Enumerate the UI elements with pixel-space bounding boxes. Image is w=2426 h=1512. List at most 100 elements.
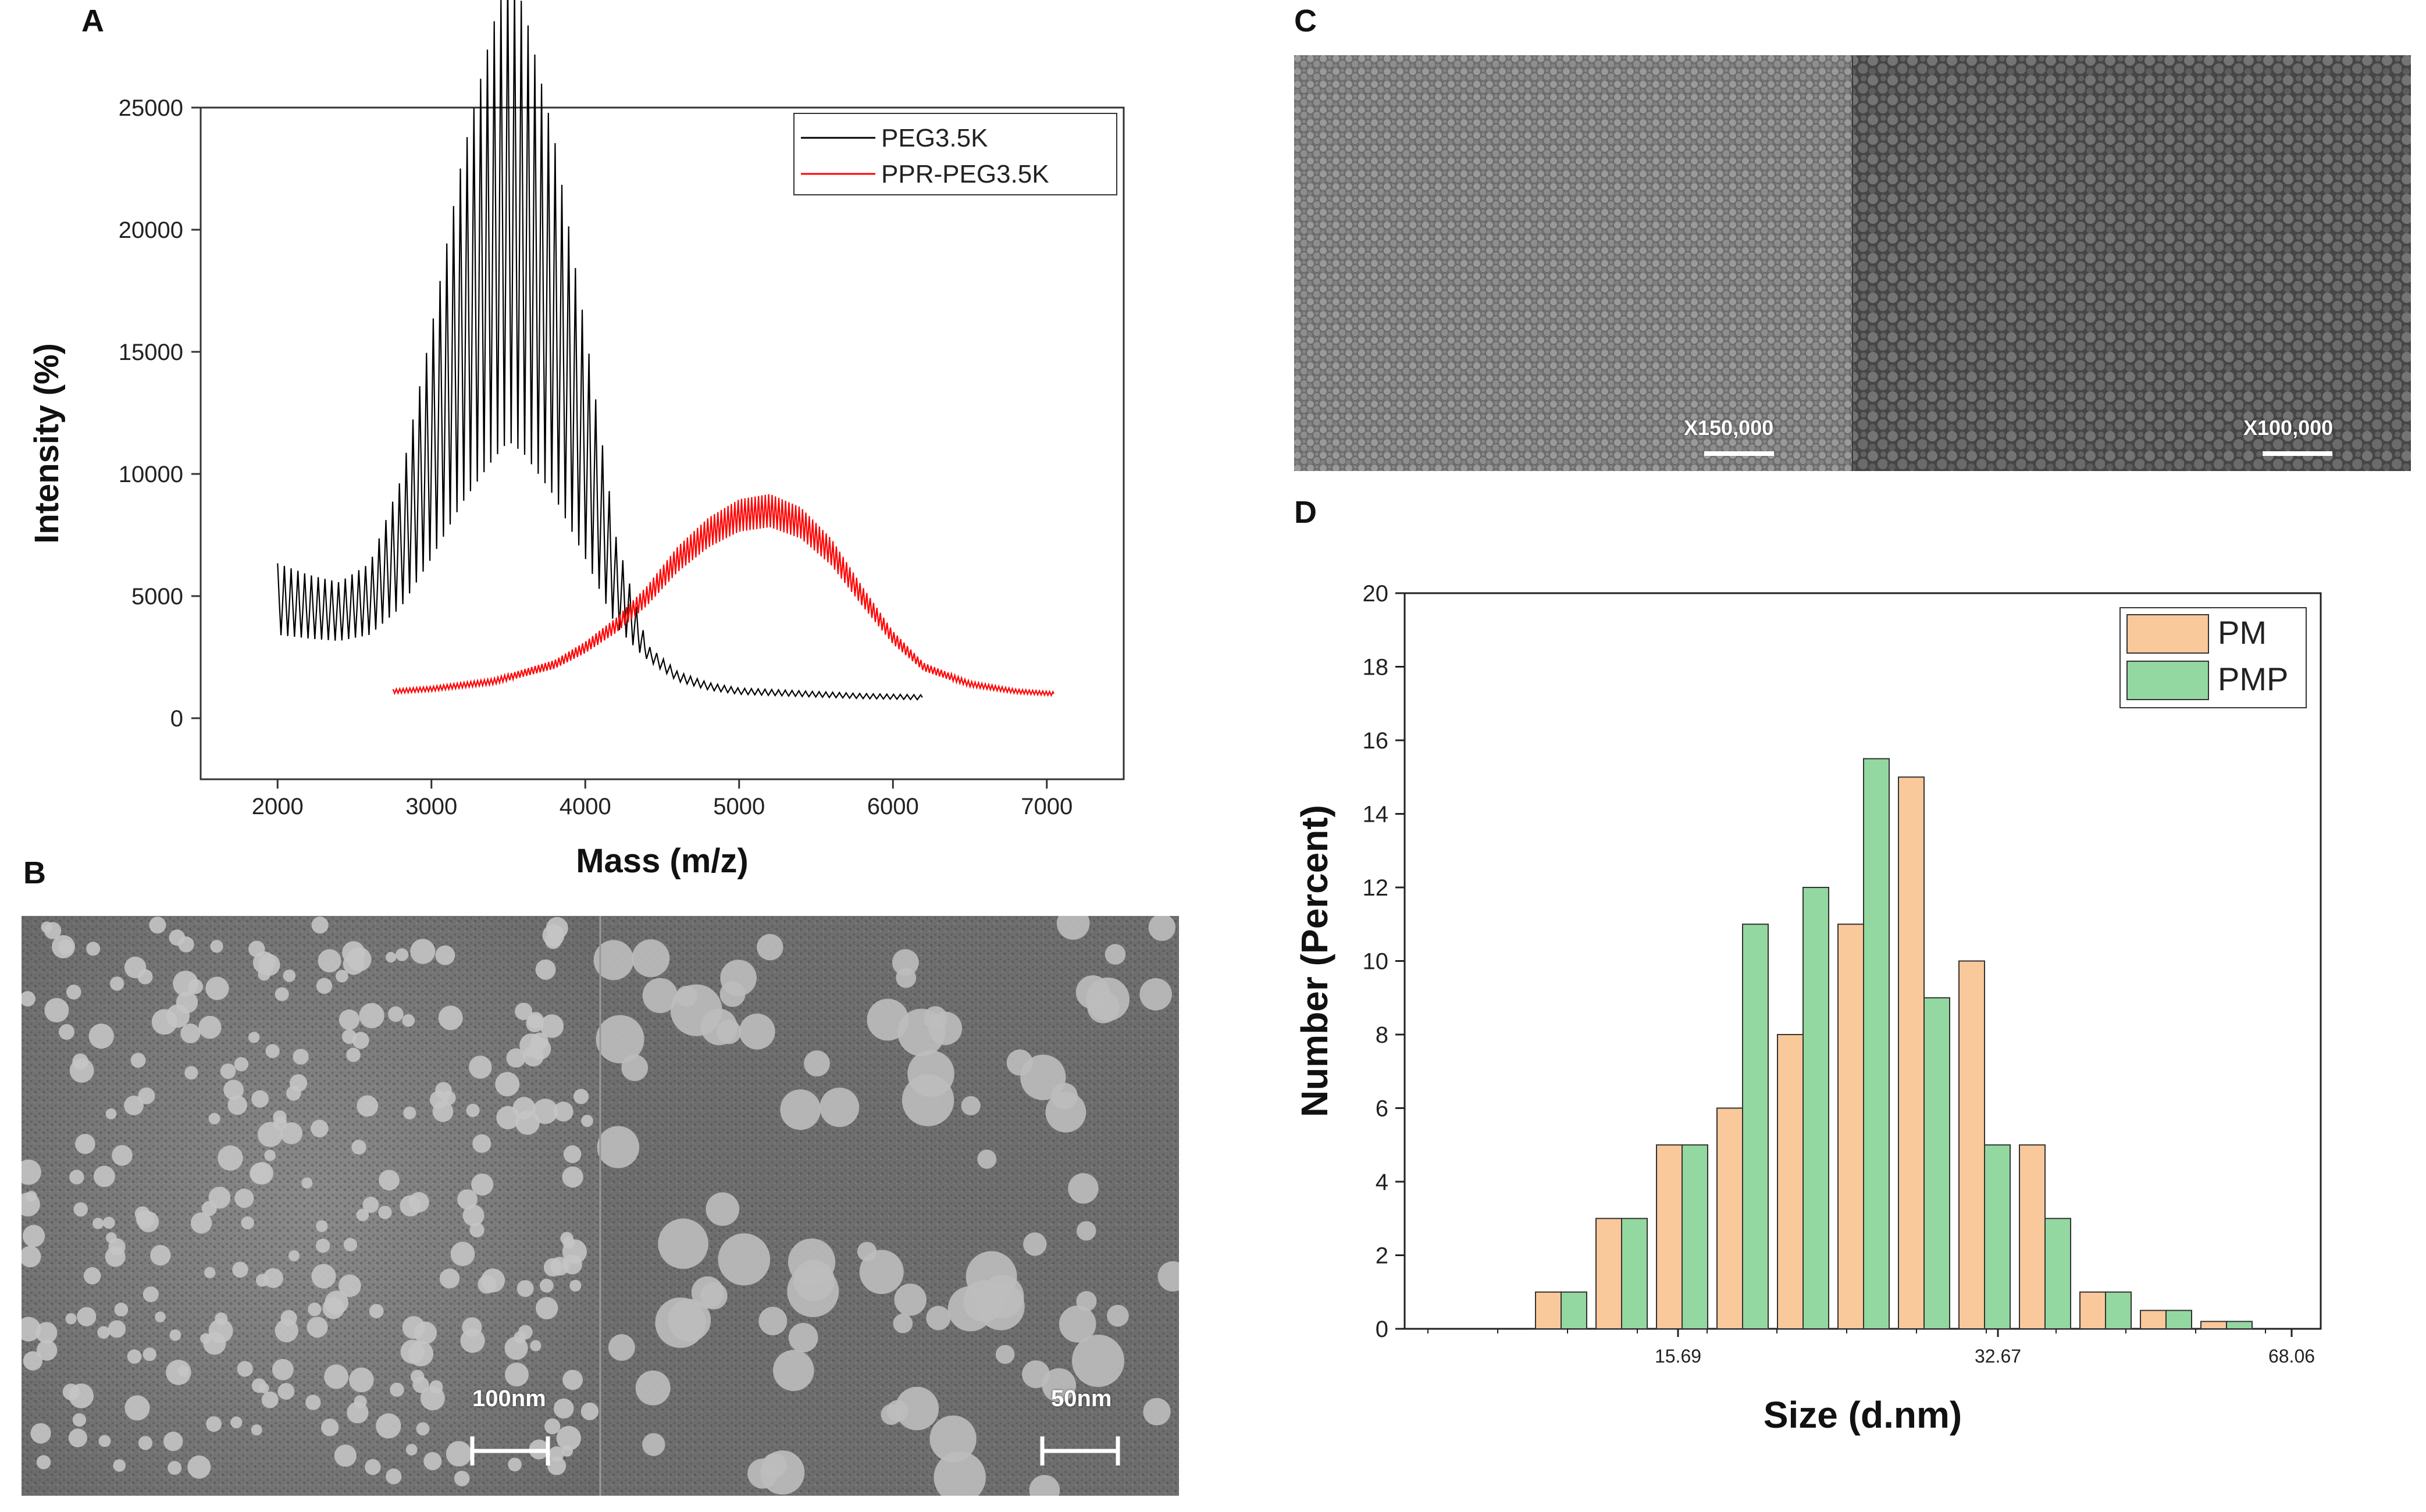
tem-particle [69, 1169, 84, 1185]
tem-particle [316, 978, 333, 994]
tem-particle [780, 1089, 821, 1130]
tem-left-scale-label: 100nm [472, 1386, 546, 1411]
tem-particle [857, 1242, 877, 1261]
tem-particle [321, 1418, 339, 1436]
tem-particle [1143, 1397, 1171, 1426]
tem-particle [365, 1459, 381, 1475]
tem-particle [1059, 1305, 1096, 1343]
mass-spectrum-chart: 0 5000 10000 15000 20000 25000 2000 3000 4000 500… [28, 0, 1125, 880]
tem-particle [691, 1276, 724, 1309]
tem-particle [65, 1313, 77, 1325]
tem-particle [446, 1441, 472, 1467]
tem-particle [68, 1428, 87, 1447]
tem-particle [718, 1233, 771, 1286]
tem-particle [108, 1320, 126, 1338]
tem-particle [347, 947, 372, 972]
tem-particle [1139, 978, 1172, 1011]
tem-particle [258, 1383, 269, 1394]
tem-particle [758, 1307, 788, 1336]
tem-particle [535, 959, 556, 980]
tem-particle [532, 1099, 558, 1124]
x-tick-label: 15.69 [1655, 1346, 1701, 1367]
tem-particle [515, 1003, 533, 1021]
tem-particle [894, 1283, 927, 1316]
bar-pmp-2 [1621, 1218, 1648, 1329]
tem-particle [539, 1278, 554, 1293]
tem-particle [546, 917, 568, 939]
tem-particle [223, 1079, 244, 1100]
bar-pm-2 [1595, 1218, 1622, 1329]
tem-particle [362, 1196, 379, 1213]
tem-particle [305, 1395, 321, 1410]
tem-particle [66, 985, 81, 1000]
tem-particle [820, 1087, 860, 1127]
y-axis-label: Number (Percent) [1294, 805, 1335, 1117]
tem-particle [632, 939, 670, 978]
tem-micrograph: 100nm 50nm [22, 916, 1179, 1496]
tem-particle [301, 1177, 313, 1189]
tem-particle [198, 1015, 222, 1039]
tem-particle [977, 1149, 997, 1169]
tem-particle [563, 1145, 582, 1163]
tem-particle [412, 1377, 429, 1393]
legend-label: PM [2218, 614, 2267, 651]
tem-particle [1087, 991, 1120, 1024]
tem-particle [892, 949, 919, 976]
tem-particle [44, 922, 62, 939]
tem-particle [390, 1382, 404, 1397]
y-tick-label: 12 [1363, 875, 1389, 901]
tem-particle [717, 1019, 742, 1044]
tem-particle [540, 1014, 564, 1038]
x-tick-label: 4000 [560, 794, 611, 819]
tem-particle [210, 940, 223, 953]
tem-particle [543, 1258, 562, 1277]
tem-particle [396, 948, 409, 961]
tem-particle [201, 1201, 217, 1217]
tem-particle [386, 1468, 402, 1485]
tem-particle [59, 1024, 74, 1040]
tem-particle [516, 1280, 534, 1297]
tem-particle [22, 991, 35, 1007]
tem-particle [773, 1350, 814, 1391]
tem-particle [343, 1238, 358, 1251]
tem-particle [188, 979, 204, 994]
tem-particle [462, 1204, 485, 1226]
tem-particle [252, 951, 276, 974]
tem-particle [556, 1425, 581, 1451]
tem-particle [438, 1005, 463, 1030]
tem-particle [258, 1122, 283, 1147]
tem-particle [593, 940, 634, 980]
tem-particle [151, 1009, 177, 1035]
tem-particle [1023, 1232, 1047, 1256]
tem-particle [218, 1145, 243, 1171]
tem-particle [1068, 1173, 1099, 1204]
bar-pm-3 [1656, 1144, 1683, 1329]
tem-particle [105, 1108, 117, 1119]
tem-particle [124, 1096, 144, 1115]
y-tick-label: 15000 [119, 340, 183, 365]
tem-particle [169, 929, 186, 946]
bar-pm-10 [2079, 1291, 2106, 1329]
tem-particle [881, 1404, 902, 1425]
y-tick-label: 0 [170, 706, 183, 732]
bar-pm-8 [1958, 960, 1985, 1329]
tem-particle [75, 1133, 95, 1154]
tem-particle [432, 1101, 454, 1122]
legend-swatch-pmp [2126, 661, 2209, 700]
tem-particle [526, 1014, 544, 1033]
tem-particle [168, 1461, 182, 1475]
tem-particle [124, 1395, 150, 1421]
tem-particle [469, 1055, 492, 1079]
y-tick-label: 8 [1376, 1022, 1388, 1048]
tem-particle [508, 1457, 522, 1472]
bar-pmp-10 [2105, 1291, 2132, 1329]
tem-particle [739, 1013, 775, 1050]
tem-particle [155, 1311, 166, 1322]
tem-particle [506, 1048, 526, 1068]
tem-particle [378, 1206, 392, 1219]
panel-label-a: A [81, 3, 104, 38]
y-tick-label: 6 [1376, 1096, 1388, 1122]
tem-particle [495, 1072, 520, 1097]
size-distribution-chart: 0 2 4 6 8 10 12 14 16 18 20 15.69 32.67 68.06 Size (d.… [1294, 581, 2322, 1436]
tem-particle [1056, 916, 1090, 940]
